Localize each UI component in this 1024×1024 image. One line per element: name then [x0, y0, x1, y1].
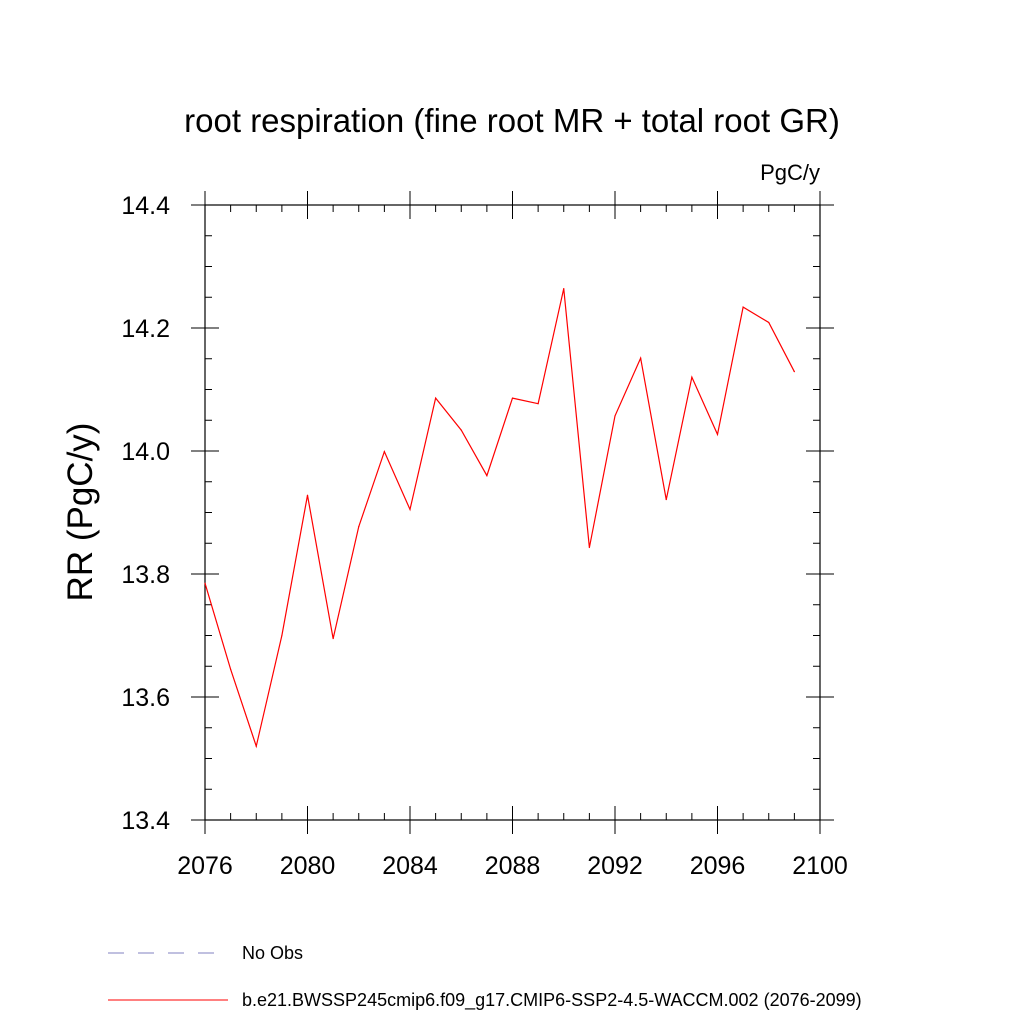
x-tick-label: 2076 — [177, 852, 233, 880]
data-point — [409, 508, 411, 511]
data-point — [332, 637, 334, 640]
data-point — [255, 745, 257, 747]
data-point — [306, 494, 309, 496]
y-tick-label: 13.6 — [121, 684, 170, 712]
legend-label: b.e21.BWSSP245cmip6.f09_g17.CMIP6-SSP2-4… — [242, 990, 862, 1011]
y-tick-label: 14.0 — [121, 438, 170, 466]
y-tick-label: 13.8 — [121, 561, 170, 589]
data-point — [768, 321, 770, 324]
data-point — [511, 397, 514, 399]
x-tick-label: 2096 — [690, 852, 746, 880]
data-point — [537, 403, 539, 405]
x-tick-label: 2084 — [382, 852, 438, 880]
data-point — [793, 371, 795, 373]
y-tick-label: 14.2 — [121, 315, 170, 343]
data-point — [383, 451, 385, 453]
data-point — [486, 475, 488, 477]
data-point — [742, 306, 744, 308]
data-point — [460, 429, 462, 431]
data-point — [691, 376, 693, 378]
chart-title: root respiration (fine root MR + total r… — [184, 102, 840, 139]
data-point — [230, 668, 232, 670]
data-point — [716, 433, 719, 435]
x-tick-label: 2100 — [792, 852, 848, 880]
tick-labels: 2076 2080 2084 2088 2092 2096 2100 13.4 13.6 13.8… — [121, 192, 847, 880]
series-group — [204, 288, 795, 749]
legend: No Obs b.e21.BWSSP245cmip6.f09_g17.CMIP6-… — [108, 943, 862, 1011]
legend-label: No Obs — [242, 943, 303, 963]
data-point — [665, 498, 667, 501]
y-tick-label: 13.4 — [121, 807, 170, 835]
y-axis-label: RR (PgC/y) — [61, 423, 100, 602]
x-tick-label: 2088 — [485, 852, 541, 880]
data-point — [563, 288, 565, 290]
plot-frame — [204, 204, 821, 821]
data-point — [640, 357, 642, 359]
units-label: PgC/y — [760, 160, 820, 185]
x-tick-label: 2092 — [587, 852, 643, 880]
series-line — [204, 288, 795, 749]
axis-ticks — [191, 191, 834, 834]
data-point — [281, 634, 283, 637]
data-point — [588, 546, 590, 549]
x-tick-label: 2080 — [280, 852, 336, 880]
data-point — [435, 397, 437, 399]
y-tick-label: 14.4 — [121, 192, 170, 220]
data-point — [614, 415, 616, 417]
data-point — [358, 526, 360, 528]
data-point — [204, 582, 206, 584]
